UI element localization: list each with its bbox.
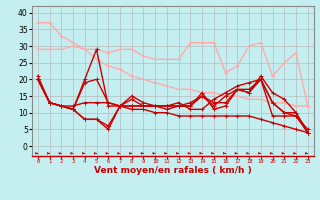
X-axis label: Vent moyen/en rafales ( km/h ): Vent moyen/en rafales ( km/h ) xyxy=(94,166,252,175)
